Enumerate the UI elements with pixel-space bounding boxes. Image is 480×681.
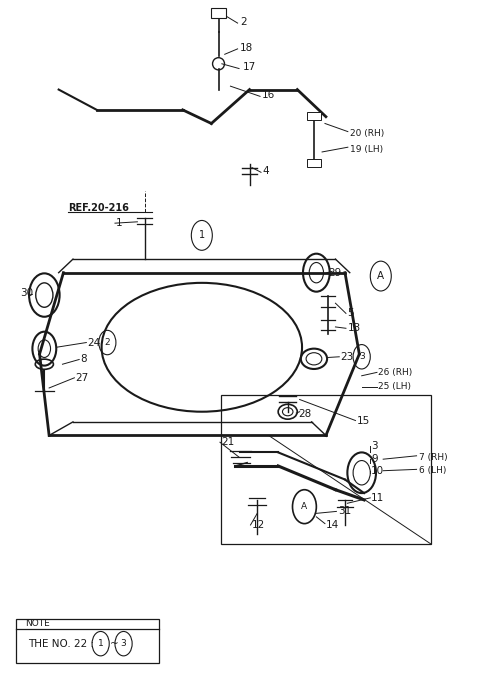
Text: 17: 17	[242, 62, 256, 72]
Text: 21: 21	[221, 437, 234, 447]
Text: 5: 5	[348, 308, 354, 319]
Text: 26 (RH): 26 (RH)	[378, 368, 413, 377]
Text: 6 (LH): 6 (LH)	[419, 466, 446, 475]
Text: 19 (LH): 19 (LH)	[350, 145, 383, 154]
Text: THE NO. 22 :: THE NO. 22 :	[28, 639, 97, 649]
Text: 28: 28	[298, 409, 312, 419]
Text: 3: 3	[359, 352, 365, 362]
Text: 2: 2	[240, 17, 247, 27]
Text: 25 (LH): 25 (LH)	[378, 382, 411, 391]
Text: 9: 9	[371, 454, 378, 464]
Text: A: A	[301, 502, 308, 511]
Text: ~: ~	[110, 639, 119, 649]
Text: 29: 29	[328, 268, 342, 278]
Text: A: A	[377, 271, 384, 281]
Text: 4: 4	[263, 166, 270, 176]
Text: 12: 12	[252, 520, 265, 530]
Bar	[211, 8, 226, 18]
Text: REF.20-216: REF.20-216	[68, 203, 129, 213]
Bar	[307, 159, 321, 167]
Text: 27: 27	[75, 373, 89, 383]
Text: 1: 1	[199, 230, 205, 240]
Text: 16: 16	[262, 90, 275, 100]
Text: 20 (RH): 20 (RH)	[350, 129, 384, 138]
Text: 23: 23	[340, 352, 353, 362]
Text: NOTE: NOTE	[25, 620, 50, 629]
Text: 2: 2	[105, 338, 110, 347]
Text: 10: 10	[371, 466, 384, 476]
Text: 14: 14	[326, 520, 339, 530]
Text: 11: 11	[371, 493, 384, 503]
Text: 8: 8	[80, 355, 87, 364]
Text: 24: 24	[87, 338, 100, 347]
Text: 1: 1	[116, 218, 122, 228]
Bar	[16, 618, 159, 663]
Text: 15: 15	[357, 415, 370, 426]
Text: 30: 30	[21, 288, 34, 298]
Text: 18: 18	[240, 42, 253, 52]
Text: 31: 31	[338, 507, 351, 516]
Text: 13: 13	[348, 323, 360, 333]
Bar	[221, 395, 431, 544]
Bar	[307, 112, 321, 120]
Text: 3: 3	[371, 441, 378, 451]
Text: 7 (RH): 7 (RH)	[419, 453, 447, 462]
Text: 3: 3	[120, 639, 126, 648]
Text: 1: 1	[98, 639, 104, 648]
